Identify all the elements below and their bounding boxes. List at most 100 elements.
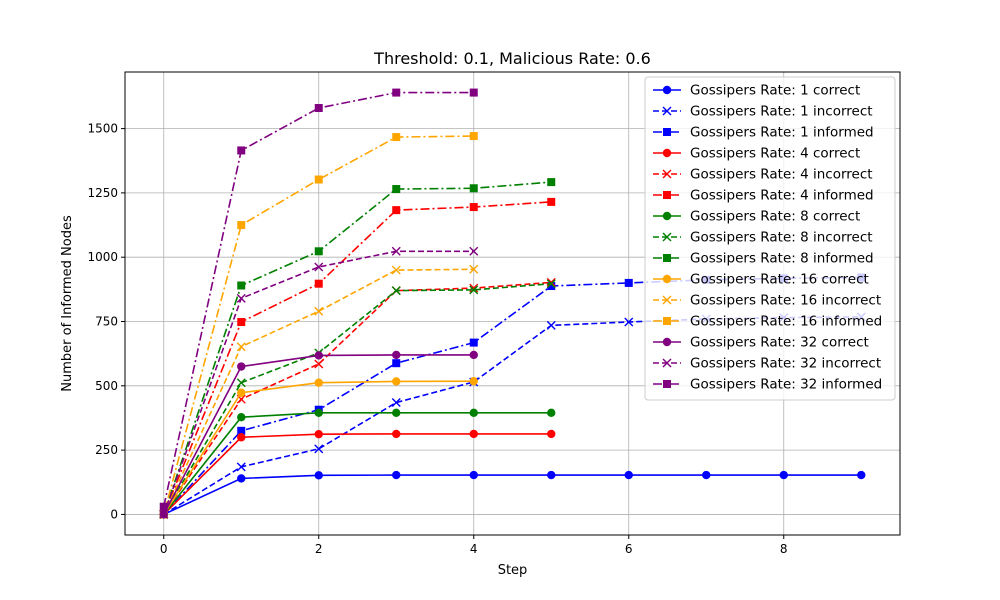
legend-marker	[662, 274, 672, 284]
data-point	[314, 444, 324, 454]
data-point	[392, 408, 401, 418]
data-point	[391, 246, 401, 256]
data-point	[469, 184, 478, 193]
data-point	[236, 378, 246, 388]
legend-marker	[662, 337, 672, 347]
data-point	[546, 320, 556, 330]
data-point	[314, 429, 323, 439]
data-point	[469, 283, 479, 293]
legend-entry: Gossipers Rate: 32 incorrect	[653, 356, 881, 372]
data-point	[237, 221, 246, 230]
series-line	[162, 135, 474, 515]
data-point	[392, 470, 401, 480]
data-point	[237, 362, 246, 371]
legend-label: Gossipers Rate: 8 informed	[690, 251, 874, 267]
data-point	[314, 408, 323, 418]
data-point	[469, 408, 478, 418]
data-point	[236, 342, 246, 352]
data-point	[546, 279, 556, 289]
legend-marker	[662, 232, 672, 242]
legend-label: Gossipers Rate: 32 correct	[690, 335, 869, 351]
y-tick-label: 0	[110, 507, 118, 521]
series-line	[163, 433, 552, 515]
data-point	[547, 178, 556, 187]
legend-marker	[663, 317, 671, 325]
legend-marker	[662, 148, 672, 158]
legend-label: Gossipers Rate: 4 informed	[690, 188, 874, 204]
data-point	[237, 281, 246, 290]
y-tick-label: 1500	[87, 122, 118, 136]
data-point	[237, 146, 246, 155]
data-point	[237, 318, 246, 327]
series-line	[163, 474, 862, 516]
data-point	[469, 132, 478, 141]
series-line	[162, 91, 474, 507]
data-point	[469, 470, 478, 480]
data-point	[547, 282, 556, 291]
y-tick-label: 1000	[87, 250, 118, 264]
data-point	[159, 509, 169, 519]
data-point	[236, 293, 246, 303]
data-point	[857, 470, 866, 480]
data-point	[391, 265, 401, 275]
legend-entry: Gossipers Rate: 16 informed	[653, 314, 882, 330]
legend-entry: Gossipers Rate: 8 informed	[653, 251, 874, 267]
x-axis-label: Step	[498, 563, 528, 578]
data-point	[392, 377, 401, 386]
series-line	[163, 201, 552, 515]
data-point	[237, 474, 246, 483]
data-point	[314, 247, 323, 256]
data-point	[314, 471, 323, 480]
legend-label: Gossipers Rate: 32 informed	[690, 377, 882, 393]
data-point	[237, 433, 246, 442]
data-point	[469, 285, 479, 295]
legend-marker	[662, 169, 672, 179]
legend-label: Gossipers Rate: 1 informed	[690, 125, 874, 141]
chart-title: Threshold: 0.1, Malicious Rate: 0.6	[373, 49, 651, 68]
x-tick-label: 4	[470, 542, 478, 556]
legend-entry: Gossipers Rate: 4 incorrect	[653, 167, 873, 183]
data-point	[469, 203, 478, 212]
legend-entry: Gossipers Rate: 1 informed	[653, 125, 874, 141]
data-point	[392, 133, 401, 142]
legend-entry: Gossipers Rate: 4 correct	[653, 146, 860, 162]
series-line	[162, 250, 474, 515]
y-tick-label: 1250	[87, 186, 118, 200]
data-point	[314, 175, 323, 184]
legend-marker	[663, 254, 671, 262]
legend-entry: Gossipers Rate: 8 incorrect	[653, 230, 873, 246]
data-point	[236, 462, 246, 472]
legend-label: Gossipers Rate: 1 correct	[690, 83, 860, 99]
data-point	[624, 317, 634, 327]
legend-label: Gossipers Rate: 1 incorrect	[690, 104, 873, 120]
x-tick-label: 6	[625, 542, 633, 556]
data-point	[314, 378, 323, 387]
data-point	[392, 429, 401, 439]
data-point	[469, 350, 478, 360]
legend-marker	[663, 380, 671, 388]
legend-entry: Gossipers Rate: 16 incorrect	[653, 293, 881, 309]
legend-marker	[662, 211, 672, 221]
x-tick-label: 2	[315, 542, 323, 556]
data-point	[391, 398, 401, 408]
data-point	[547, 408, 556, 418]
legend: Gossipers Rate: 1 correct Gossipers Rate:…	[644, 76, 896, 401]
data-point	[547, 197, 556, 206]
data-point	[237, 426, 246, 435]
data-point	[392, 206, 401, 215]
data-point	[314, 262, 324, 272]
data-point	[469, 264, 479, 274]
legend-label: Gossipers Rate: 4 correct	[690, 146, 860, 162]
legend-label: Gossipers Rate: 8 correct	[690, 209, 860, 225]
data-point	[392, 185, 401, 194]
series-line	[163, 412, 552, 515]
y-tick-label: 250	[95, 443, 118, 457]
data-point	[314, 306, 324, 316]
y-tick-label: 500	[95, 379, 118, 393]
data-point	[624, 470, 633, 480]
data-point	[469, 88, 478, 97]
series-line	[163, 282, 552, 515]
legend-label: Gossipers Rate: 16 incorrect	[690, 293, 881, 309]
data-point	[547, 470, 556, 480]
